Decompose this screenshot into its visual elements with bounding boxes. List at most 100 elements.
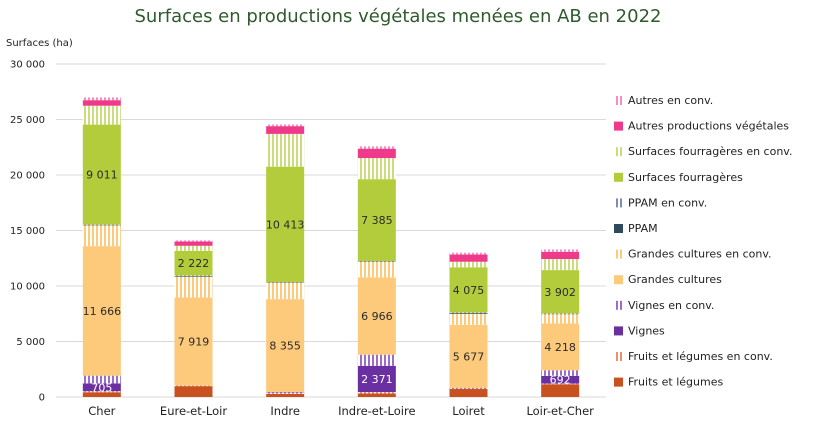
bar-segment-autres-productions-vegetales — [174, 241, 213, 246]
bar-segment-vignes-en-conv — [541, 370, 580, 376]
y-tick-label: 0 — [39, 393, 45, 404]
legend-swatch — [614, 300, 623, 310]
y-tick-label: 30 000 — [10, 60, 45, 71]
legend-item-surfaces-fourrageres-en-conv: Surfaces fourragères en conv. — [614, 145, 792, 158]
legend-item-ppam: PPAM — [614, 222, 658, 235]
bar-segment-ppam-en-conv — [266, 282, 305, 283]
bar-segment-autres-productions-vegetales — [266, 126, 305, 134]
legend-label: Grandes cultures — [628, 273, 722, 286]
legend-swatch — [614, 121, 623, 131]
bar-segment-fruits-et-legumes-en-conv — [357, 392, 396, 394]
bar-segment-surfaces-fourrageres — [357, 179, 396, 262]
y-axis-ticks: 0 5 000 10 000 15 000 20 000 25 000 30 000 — [10, 60, 45, 404]
legend-swatch — [614, 352, 623, 361]
bar-segment-grandes-cultures-en-conv — [82, 225, 121, 247]
data-label: 2 222 — [178, 257, 210, 270]
bar-stack-loir-et-cher — [541, 249, 580, 397]
legend-swatch — [614, 275, 623, 285]
legend-label: Autres productions végétales — [628, 120, 789, 133]
legend-item-autres-en-conv: Autres en conv. — [614, 94, 713, 107]
bar-segment-surfaces-fourrageres-en-conv — [449, 261, 488, 268]
bar-segment-surfaces-fourrageres-en-conv — [82, 105, 121, 125]
bar-segment-surfaces-fourrageres-en-conv — [357, 158, 396, 180]
legend-item-ppam-en-conv: PPAM en conv. — [614, 196, 707, 209]
bar-segment-grandes-cultures — [266, 299, 305, 392]
bar-segment-vignes — [266, 392, 305, 393]
legend-swatch — [614, 96, 623, 105]
legend-label: PPAM en conv. — [628, 196, 707, 209]
x-tick-label: Indre-et-Loire — [338, 404, 415, 418]
data-label: 5 677 — [453, 350, 485, 363]
gridlines — [56, 63, 606, 398]
bar-segment-surfaces-fourrageres-en-conv — [541, 259, 580, 271]
data-label: 7 919 — [178, 336, 210, 349]
bar-segment-ppam-en-conv — [174, 275, 213, 276]
x-tick-label: Cher — [88, 404, 115, 418]
bar-segment-vignes-en-conv — [266, 391, 305, 393]
bar-segment-fruits-et-legumes — [266, 393, 305, 397]
legend-label: Autres en conv. — [628, 94, 713, 107]
legend-label: Fruits et légumes — [628, 376, 723, 389]
bar-segment-ppam — [449, 312, 488, 314]
bar-segment-ppam-en-conv — [541, 313, 580, 314]
x-axis-categories: Cher Eure-et-Loir Indre Indre-et-Loire Loire… — [88, 404, 594, 418]
bar-segment-autres-en-conv — [174, 240, 213, 242]
bar-segment-fruits-et-legumes — [357, 393, 396, 397]
bar-segment-grandes-cultures-en-conv — [357, 261, 396, 278]
data-label: 7 385 — [361, 214, 393, 227]
y-tick-label: 10 000 — [10, 282, 45, 293]
data-label: 10 413 — [266, 218, 305, 231]
bar-segment-ppam-en-conv — [449, 312, 488, 314]
bar-segment-surfaces-fourrageres — [266, 166, 305, 283]
bar-segment-fruits-et-legumes-en-conv — [174, 385, 213, 387]
bar-segment-ppam-en-conv — [357, 261, 396, 262]
bar-segment-surfaces-fourrageres — [82, 124, 121, 225]
bar-segment-fruits-et-legumes — [174, 386, 213, 397]
bar-segment-surfaces-fourrageres-en-conv — [174, 245, 213, 251]
x-tick-label: Loir-et-Cher — [526, 404, 594, 418]
legend-item-surfaces-fourrageres: Surfaces fourragères — [614, 171, 743, 184]
bar-segment-fruits-et-legumes-en-conv — [541, 383, 580, 385]
legend-label: Vignes — [628, 324, 665, 337]
bar-segment-fruits-et-legumes-en-conv — [449, 388, 488, 390]
data-label: 6 966 — [361, 310, 393, 323]
legend-swatch — [614, 198, 623, 208]
y-tick-label: 5 000 — [16, 337, 45, 348]
bar-segment-fruits-et-legumes — [449, 389, 488, 397]
y-tick-label: 15 000 — [10, 226, 45, 237]
bar-segment-vignes — [357, 365, 396, 393]
bar-segment-ppam-en-conv — [82, 224, 121, 226]
bar-segment-grandes-cultures-en-conv — [174, 276, 213, 298]
bar-segment-autres-en-conv — [266, 124, 305, 127]
bar-segment-grandes-cultures-en-conv — [541, 313, 580, 324]
bar-segment-vignes — [541, 375, 580, 384]
legend: Autres en conv. Autres productions végéta… — [614, 94, 792, 389]
bar-segment-autres-productions-vegetales — [541, 251, 580, 260]
legend-label: Surfaces fourragères en conv. — [628, 145, 792, 158]
bar-segment-surfaces-fourrageres — [541, 270, 580, 314]
data-label: 4 075 — [453, 284, 485, 297]
y-axis-label: Surfaces (ha) — [6, 38, 73, 49]
bar-segment-fruits-et-legumes — [541, 384, 580, 397]
legend-item-grandes-cultures-en-conv: Grandes cultures en conv. — [614, 248, 772, 261]
legend-item-vignes: Vignes — [614, 324, 665, 337]
bar-stack-cher — [82, 97, 121, 397]
bar-segment-vignes-en-conv — [357, 354, 396, 366]
y-tick-label: 25 000 — [10, 115, 45, 126]
data-label: 4 218 — [544, 341, 576, 354]
data-label: 2 371 — [361, 373, 393, 386]
bar-segment-grandes-cultures-en-conv — [449, 313, 488, 325]
legend-swatch — [614, 147, 623, 157]
data-label: 9 011 — [86, 169, 118, 182]
bar-stack-loiret — [449, 252, 488, 397]
bar-segment-autres-en-conv — [449, 252, 488, 255]
legend-swatch — [614, 172, 623, 182]
bar-segment-grandes-cultures — [449, 324, 488, 388]
bar-segment-grandes-cultures — [541, 323, 580, 371]
legend-label: Surfaces fourragères — [628, 171, 743, 184]
data-label: 11 666 — [83, 305, 122, 318]
bar-segment-surfaces-fourrageres — [174, 250, 213, 276]
legend-item-vignes-en-conv: Vignes en conv. — [614, 299, 714, 312]
bar-segment-grandes-cultures — [174, 297, 213, 386]
